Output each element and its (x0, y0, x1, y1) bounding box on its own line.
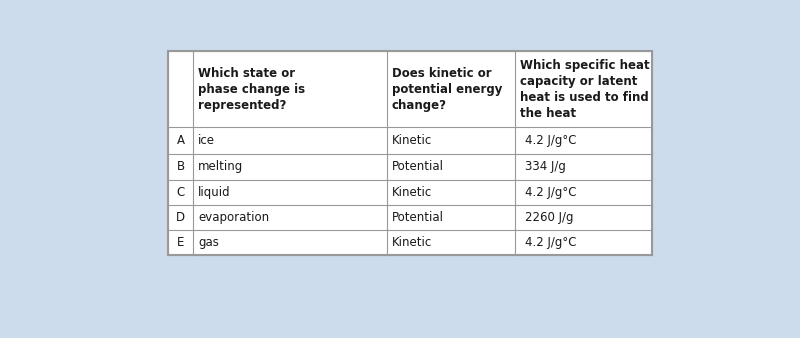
Text: Kinetic: Kinetic (392, 236, 432, 249)
Text: B: B (177, 160, 185, 173)
Text: gas: gas (198, 236, 219, 249)
Text: evaporation: evaporation (198, 211, 269, 224)
Text: E: E (177, 236, 184, 249)
Text: Does kinetic or
potential energy
change?: Does kinetic or potential energy change? (392, 67, 502, 112)
Text: Kinetic: Kinetic (392, 134, 432, 147)
Text: C: C (177, 186, 185, 199)
Text: 4.2 J/g°C: 4.2 J/g°C (526, 186, 577, 199)
Text: 334 J/g: 334 J/g (526, 160, 566, 173)
Text: Kinetic: Kinetic (392, 186, 432, 199)
Text: Potential: Potential (392, 160, 444, 173)
Text: A: A (177, 134, 185, 147)
Text: 4.2 J/g°C: 4.2 J/g°C (526, 134, 577, 147)
Text: melting: melting (198, 160, 243, 173)
Text: liquid: liquid (198, 186, 230, 199)
Text: 4.2 J/g°C: 4.2 J/g°C (526, 236, 577, 249)
Text: Which state or
phase change is
represented?: Which state or phase change is represent… (198, 67, 305, 112)
Text: Potential: Potential (392, 211, 444, 224)
Text: ice: ice (198, 134, 215, 147)
FancyBboxPatch shape (168, 51, 652, 255)
Text: Which specific heat
capacity or latent
heat is used to find
the heat: Which specific heat capacity or latent h… (520, 58, 650, 120)
Text: 2260 J/g: 2260 J/g (526, 211, 574, 224)
Text: D: D (176, 211, 185, 224)
